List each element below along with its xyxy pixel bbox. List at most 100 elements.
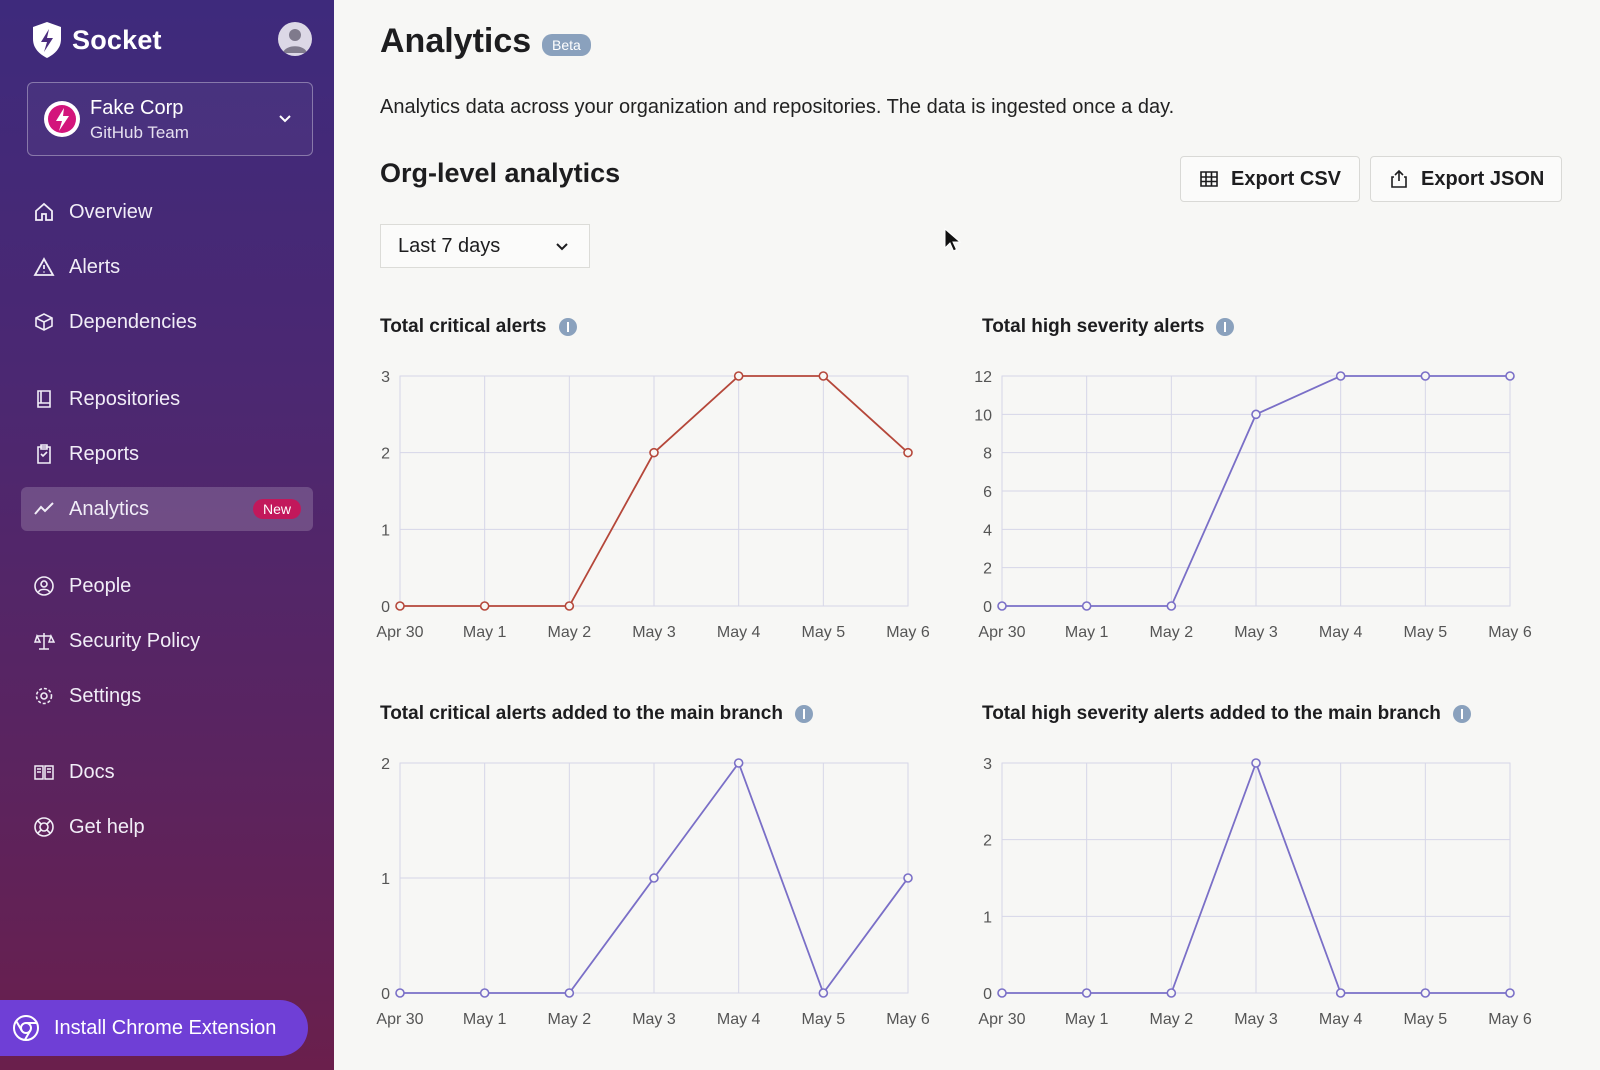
- chart-title-text: Total critical alerts: [380, 316, 547, 337]
- sidebar-item-people[interactable]: People: [21, 564, 313, 608]
- chart-high-svg: Apr 30 May 1 May 2 May 3 May 4 May 5 May 6 0 2 4 6…: [974, 369, 1532, 641]
- x-tick-label: May 6: [886, 1011, 930, 1028]
- x-tick-label: May 4: [1319, 624, 1363, 641]
- info-icon[interactable]: [1452, 705, 1471, 723]
- data-point: [1166, 601, 1177, 611]
- chart-title-high: Total high severity alerts: [982, 316, 1235, 338]
- data-point: [564, 988, 575, 998]
- x-tick-label: May 2: [1150, 1011, 1194, 1028]
- data-point: [1420, 371, 1431, 381]
- chart-title-text: Total high severity alerts added to the …: [982, 703, 1441, 724]
- sidebar-item-analytics[interactable]: Analytics New: [21, 487, 313, 531]
- mouse-cursor-icon: [944, 228, 962, 252]
- sidebar-item-settings[interactable]: Settings: [21, 674, 313, 718]
- chart-title-critical-main: Total critical alerts added to the main …: [380, 703, 813, 725]
- install-chrome-extension-button[interactable]: Install Chrome Extension: [0, 1000, 308, 1056]
- x-tick-label: Apr 30: [376, 624, 423, 641]
- beta-badge: Beta: [542, 34, 591, 56]
- scale-icon: [33, 630, 55, 652]
- user-avatar-icon[interactable]: [278, 22, 312, 56]
- sidebar-item-alerts[interactable]: Alerts: [21, 245, 313, 289]
- x-tick-label: May 5: [802, 1011, 846, 1028]
- data-point: [1335, 371, 1346, 381]
- sidebar-item-label: Reports: [69, 442, 140, 465]
- x-tick-label: Apr 30: [376, 1011, 423, 1028]
- info-icon[interactable]: [794, 705, 813, 723]
- chart-high: Apr 30 May 1 May 2 May 3 May 4 May 5 May 6 0 2 4 6…: [972, 362, 1532, 652]
- y-tick-label: 3: [381, 369, 390, 386]
- data-point: [818, 988, 829, 998]
- sidebar-item-repositories[interactable]: Repositories: [21, 377, 313, 421]
- brand[interactable]: Socket: [30, 20, 162, 60]
- x-tick-label: May 6: [1488, 1011, 1532, 1028]
- chart-title-text: Total high severity alerts: [982, 316, 1205, 337]
- info-icon[interactable]: [1216, 318, 1235, 336]
- data-point: [997, 988, 1007, 998]
- x-tick-label: May 3: [632, 624, 676, 641]
- new-badge: New: [252, 499, 301, 519]
- data-point: [395, 601, 405, 611]
- trend-icon: [33, 498, 55, 520]
- data-point: [903, 873, 913, 883]
- x-tick-label: May 1: [1065, 1011, 1109, 1028]
- export-json-label: Export JSON: [1421, 167, 1545, 190]
- data-point: [395, 988, 405, 998]
- x-tick-label: May 6: [886, 624, 930, 641]
- data-point: [649, 447, 659, 458]
- export-json-button[interactable]: Export JSON: [1370, 156, 1562, 202]
- x-tick-label: May 5: [1404, 1011, 1448, 1028]
- data-point: [1251, 409, 1261, 420]
- brand-name: Socket: [72, 24, 162, 55]
- y-tick-label: 6: [983, 484, 992, 501]
- data-point: [1335, 988, 1346, 998]
- y-tick-label: 1: [381, 871, 390, 888]
- y-tick-label: 10: [974, 407, 992, 424]
- y-tick-label: 1: [983, 909, 992, 926]
- x-tick-label: Apr 30: [978, 1011, 1025, 1028]
- sidebar-item-security-policy[interactable]: Security Policy: [21, 619, 313, 663]
- y-tick-label: 2: [381, 756, 390, 773]
- org-plan: GitHub Team: [90, 123, 189, 142]
- export-csv-label: Export CSV: [1231, 167, 1342, 190]
- sidebar-item-overview[interactable]: Overview: [21, 190, 313, 234]
- y-tick-label: 1: [381, 522, 390, 539]
- x-tick-label: Apr 30: [978, 624, 1025, 641]
- chrome-icon: [13, 1015, 39, 1041]
- package-icon: [33, 311, 55, 333]
- home-icon: [33, 201, 55, 223]
- chart-title-critical: Total critical alerts: [380, 316, 577, 338]
- clipboard-icon: [33, 443, 55, 465]
- y-tick-label: 4: [983, 522, 992, 539]
- data-point: [564, 601, 575, 611]
- x-tick-label: May 3: [1234, 624, 1278, 641]
- x-tick-label: May 4: [717, 1011, 761, 1028]
- x-tick-label: May 6: [1488, 624, 1532, 641]
- sidebar: Socket Fake Corp GitHub Team Overview Al…: [0, 0, 334, 1070]
- chart-high-main: Apr 30 May 1 May 2 May 3 May 4 May 5 May 6 0 1 2 3: [972, 749, 1532, 1039]
- sidebar-item-docs[interactable]: Docs: [21, 750, 313, 794]
- date-range-select[interactable]: Last 7 days: [380, 224, 590, 268]
- section-title: Org-level analytics: [380, 158, 621, 188]
- y-tick-label: 2: [983, 561, 992, 578]
- export-csv-button[interactable]: Export CSV: [1180, 156, 1360, 202]
- sidebar-item-label: Repositories: [69, 387, 181, 410]
- y-tick-label: 0: [381, 599, 390, 616]
- docs-icon: [33, 761, 55, 783]
- chart-title-text: Total critical alerts added to the main …: [380, 703, 783, 724]
- sidebar-item-get-help[interactable]: Get help: [21, 805, 313, 849]
- x-tick-label: May 1: [463, 624, 507, 641]
- chart-critical-main: Apr 30 May 1 May 2 May 3 May 4 May 5 May 6 0 1 2: [370, 749, 930, 1039]
- sidebar-item-dependencies[interactable]: Dependencies: [21, 300, 313, 344]
- x-tick-label: May 4: [717, 624, 761, 641]
- info-icon[interactable]: [558, 318, 577, 336]
- org-switcher[interactable]: Fake Corp GitHub Team: [27, 82, 313, 156]
- sidebar-item-label: Settings: [69, 684, 142, 707]
- sidebar-item-reports[interactable]: Reports: [21, 432, 313, 476]
- date-range-value: Last 7 days: [398, 234, 501, 257]
- data-point: [1420, 988, 1431, 998]
- socket-logo-icon: [33, 22, 61, 58]
- x-tick-label: May 5: [1404, 624, 1448, 641]
- lifebuoy-icon: [33, 816, 55, 838]
- chrome-extension-label: Install Chrome Extension: [54, 1016, 277, 1039]
- y-tick-label: 12: [974, 369, 992, 386]
